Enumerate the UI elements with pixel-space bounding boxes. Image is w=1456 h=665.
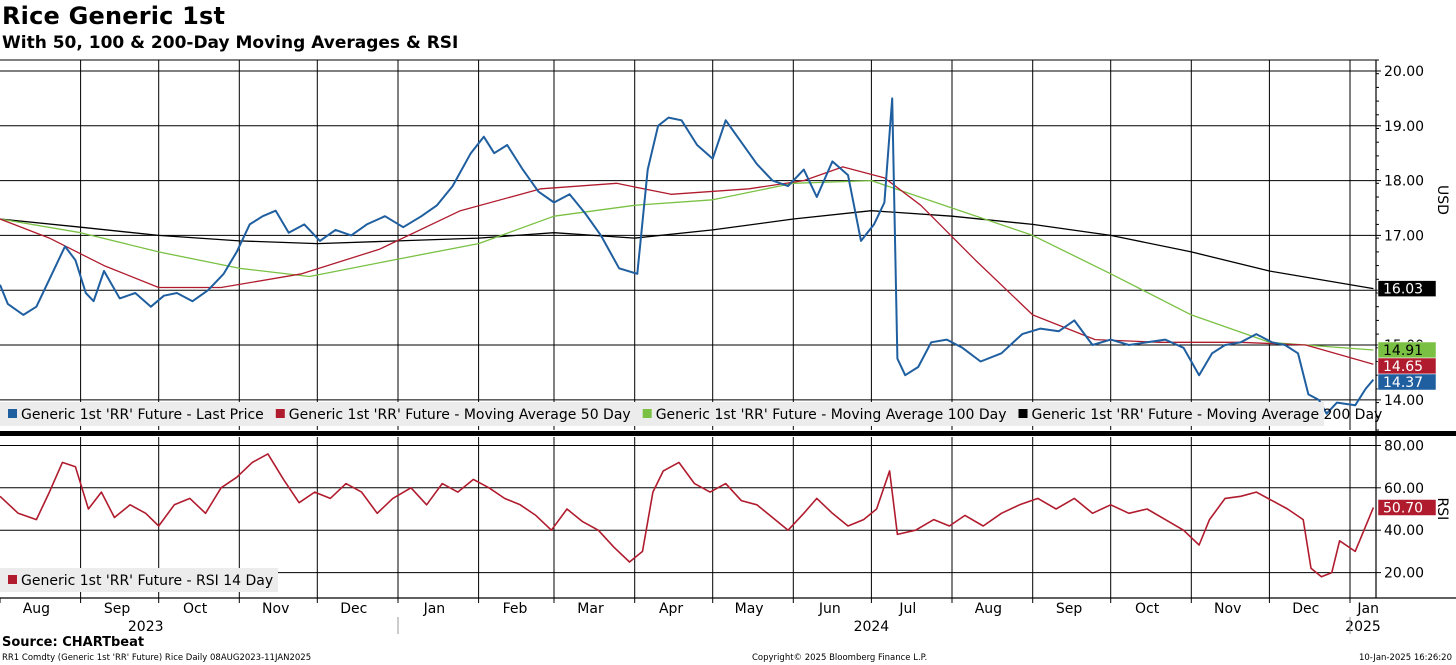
chart-subtitle: With 50, 100 & 200-Day Moving Averages &… xyxy=(2,33,459,53)
x-tick-label-month: Sep xyxy=(1056,601,1083,617)
y-tick-label-main: 14.00 xyxy=(1384,393,1424,409)
x-tick-label-month: Jun xyxy=(818,601,841,617)
series-line-ma100 xyxy=(0,179,1374,351)
x-tick-label-year: 2025 xyxy=(1345,619,1381,635)
series-line-ma50 xyxy=(0,166,1374,365)
y-tick-label-main: 17.00 xyxy=(1384,228,1424,244)
legend-label: Generic 1st 'RR' Future - Moving Average… xyxy=(289,407,631,423)
x-tick-label-month: Apr xyxy=(659,601,683,617)
legend-swatch xyxy=(275,409,285,418)
legend-swatch xyxy=(8,409,17,418)
last-value-tag xyxy=(1377,373,1437,391)
x-tick-label-month: Nov xyxy=(262,601,289,617)
legend-label: Generic 1st 'RR' Future - RSI 14 Day xyxy=(21,573,273,589)
last-value-label: 16.03 xyxy=(1383,282,1423,298)
last-value-label: 14.91 xyxy=(1383,343,1423,359)
y-tick-label-main: 20.00 xyxy=(1384,64,1424,80)
footer-ticker-info: RR1 Comdty (Generic 1st 'RR' Future) Ric… xyxy=(2,653,312,663)
chart-title: Rice Generic 1st xyxy=(2,2,226,30)
x-tick-label-month: Aug xyxy=(23,601,50,617)
series-line-last_price xyxy=(0,97,1375,415)
y-tick-label-main: 19.00 xyxy=(1384,119,1424,135)
legend: Generic 1st 'RR' Future - Last Price Gene… xyxy=(0,402,1382,592)
y-axis-label-rsi: RSI xyxy=(1434,498,1450,521)
gridlines xyxy=(0,60,1376,598)
x-tick-label-month: Jan xyxy=(1356,601,1379,617)
y-tick-label-rsi: 60.00 xyxy=(1384,481,1424,497)
y-tick-label-rsi: 80.00 xyxy=(1384,439,1424,455)
x-tick-label-month: Oct xyxy=(183,601,208,617)
x-axis: Aug Sep Oct Nov Dec Jan Feb Mar Apr May Jun Jul Aug S… xyxy=(0,598,1381,635)
footer-timestamp: 10-Jan-2025 16:26:20 xyxy=(1358,653,1452,663)
x-tick-label-month: Dec xyxy=(1292,601,1319,617)
legend-label: Generic 1st 'RR' Future - Moving Average… xyxy=(656,407,1007,423)
last-value-tag xyxy=(1377,280,1437,297)
y-axis-label-main: USD xyxy=(1434,185,1450,215)
footer-copyright: Copyright© 2025 Bloomberg Finance L.P. xyxy=(752,653,928,663)
legend-label: Generic 1st 'RR' Future - Last Price xyxy=(21,407,264,423)
x-tick-label-month: Feb xyxy=(503,601,528,617)
last-value-label: 50.70 xyxy=(1383,501,1423,517)
legend-label: Generic 1st 'RR' Future - Moving Average… xyxy=(1032,407,1383,423)
last-value-tag xyxy=(1377,499,1437,516)
y-tick-label-rsi: 40.00 xyxy=(1384,523,1424,539)
x-tick-label-year: 2023 xyxy=(128,619,164,635)
legend-background xyxy=(0,402,1324,426)
x-tick-label-month: Nov xyxy=(1214,601,1241,617)
y-tick-label-main: 18.00 xyxy=(1384,174,1424,190)
series-line-rsi xyxy=(0,453,1375,578)
series-line-ma200 xyxy=(0,210,1374,290)
panel-divider xyxy=(0,431,1456,436)
y-tick-label-rsi: 20.00 xyxy=(1384,566,1424,582)
legend-swatch xyxy=(642,409,652,418)
x-tick-label-month: Mar xyxy=(577,601,604,617)
x-tick-label-month: Sep xyxy=(104,601,131,617)
x-tick-label-year: 2024 xyxy=(854,619,890,635)
x-tick-label-month: May xyxy=(735,601,764,617)
last-value-label: 14.65 xyxy=(1383,359,1423,375)
x-tick-label-month: Dec xyxy=(340,601,367,617)
legend-swatch xyxy=(1018,409,1028,418)
x-tick-label-month: Jan xyxy=(423,601,446,617)
last-value-label: 14.37 xyxy=(1383,375,1423,391)
series-lines xyxy=(0,97,1375,578)
legend-background xyxy=(0,568,278,592)
x-tick-label-month: Aug xyxy=(975,601,1002,617)
legend-swatch xyxy=(8,575,17,584)
source-note: Source: CHARTbeat xyxy=(2,635,145,650)
x-tick-label-month: Jul xyxy=(898,601,916,617)
chart-frame xyxy=(0,59,1456,599)
x-tick-label-month: Oct xyxy=(1135,601,1160,617)
